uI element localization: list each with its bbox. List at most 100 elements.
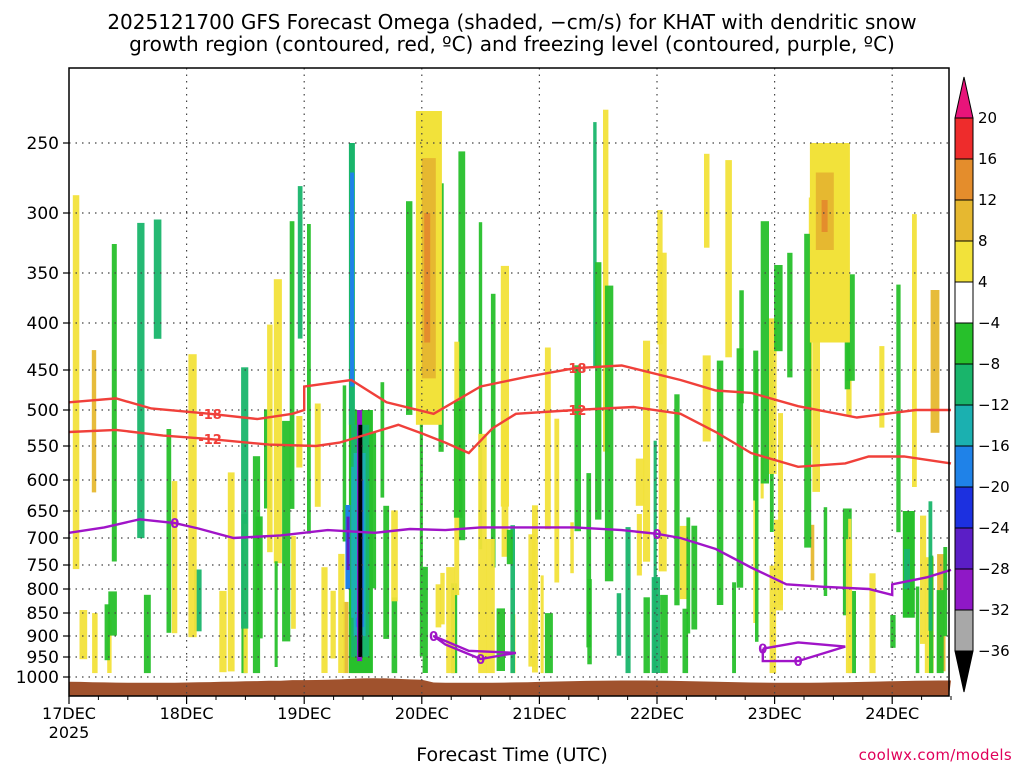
grid-lines xyxy=(69,68,949,696)
colorbar-arrow-bottom xyxy=(954,650,974,693)
colorbar-swatch xyxy=(954,527,974,570)
omega-cell xyxy=(570,522,574,574)
omega-cell xyxy=(778,413,783,605)
omega-cell xyxy=(307,224,311,534)
omega-cell xyxy=(739,290,744,404)
omega-cell xyxy=(371,432,377,589)
omega-cell xyxy=(137,222,145,539)
omega-cell xyxy=(823,507,828,596)
omega-cell xyxy=(812,199,820,492)
y-tick-label: 550 xyxy=(27,437,59,457)
colorbar-swatch xyxy=(954,281,974,324)
omega-cell xyxy=(595,262,602,520)
y-tick-label: 800 xyxy=(27,580,59,600)
colorbar-swatch xyxy=(954,445,974,488)
colorbar-swatch xyxy=(954,322,974,365)
colorbar-arrow-top xyxy=(954,76,974,119)
y-tick-label: 450 xyxy=(27,361,59,381)
x-tick-label: 23DEC xyxy=(748,704,802,723)
omega-cell xyxy=(936,590,944,674)
x-tick-label: 17DEC xyxy=(42,704,96,723)
omega-cell xyxy=(296,416,303,468)
y-tick-label: 900 xyxy=(27,627,59,647)
omega-cell xyxy=(104,604,110,661)
omega-cell xyxy=(544,613,553,674)
omega-cell xyxy=(904,549,910,589)
omega-cell xyxy=(458,151,466,541)
credit-link[interactable]: coolwx.com/models xyxy=(858,746,1012,764)
colorbar-swatch xyxy=(954,404,974,447)
omega-cell xyxy=(351,466,358,618)
omega-cell xyxy=(736,348,744,588)
omega-cell xyxy=(896,284,901,533)
omega-cell xyxy=(674,394,680,606)
contour-zero-pocket-label: 0 xyxy=(758,643,767,658)
omega-cell xyxy=(297,186,303,339)
contour-zero-label: 0 xyxy=(652,528,661,543)
omega-cell xyxy=(810,524,815,581)
omega-cell xyxy=(350,172,355,387)
contour-zero-pocket xyxy=(761,641,846,663)
omega-cell xyxy=(603,109,609,452)
omega-cell xyxy=(171,481,178,634)
x-tick-label: 24DEC xyxy=(865,704,919,723)
y-tick-label: 950 xyxy=(27,648,59,668)
omega-cell xyxy=(804,233,812,548)
terrain-shape xyxy=(69,678,951,696)
omega-cell xyxy=(194,569,202,632)
omega-cell xyxy=(108,591,117,636)
omega-cell xyxy=(540,575,544,674)
omega-cell xyxy=(342,385,347,542)
omega-cell xyxy=(383,505,390,639)
omega-cell xyxy=(380,382,385,498)
y-tick-label: 850 xyxy=(27,604,59,624)
colorbar-swatch xyxy=(954,117,974,160)
omega-cell xyxy=(79,610,88,660)
omega-cell xyxy=(241,367,249,629)
omega-cell xyxy=(510,525,515,674)
omega-cell xyxy=(153,219,162,339)
contour-minus12 xyxy=(68,405,952,469)
omega-cell xyxy=(625,527,631,674)
colorbar-swatch xyxy=(954,486,974,529)
omega-cell xyxy=(143,594,151,674)
omega-cell xyxy=(679,525,688,600)
omega-cell xyxy=(702,355,711,442)
omega-cell xyxy=(920,515,927,644)
omega-cell xyxy=(769,565,777,674)
y-tick-label: 300 xyxy=(27,204,59,224)
omega-cell xyxy=(289,221,295,509)
y-tick-label: 250 xyxy=(27,134,59,154)
contour-zero-pocket-label: 0 xyxy=(476,653,485,668)
omega-cell xyxy=(774,265,783,352)
omega-cell xyxy=(291,535,296,629)
omega-cell xyxy=(846,364,852,416)
omega-cell xyxy=(321,567,328,673)
omega-cell xyxy=(343,601,349,674)
omega-cell xyxy=(657,210,663,345)
colorbar-swatch xyxy=(954,568,974,611)
colorbar-swatch xyxy=(954,363,974,406)
colorbar-label: 8 xyxy=(978,232,988,250)
omega-cell xyxy=(716,360,724,605)
omega-cell xyxy=(391,597,398,674)
omega-cell xyxy=(643,597,650,674)
contour-minus18 xyxy=(68,364,951,421)
omega-cell xyxy=(166,429,172,633)
omega-cell xyxy=(314,403,321,507)
omega-cell xyxy=(848,518,852,674)
omega-cell xyxy=(358,424,363,657)
omega-shading xyxy=(72,109,948,674)
y-tick-label: 750 xyxy=(27,556,59,576)
omega-cell xyxy=(852,591,856,674)
omega-cell xyxy=(111,244,117,562)
omega-cell xyxy=(544,347,551,530)
x-tick-label: 21DEC xyxy=(512,704,566,723)
contour-zero-pocket-label: 0 xyxy=(429,630,438,645)
omega-cell xyxy=(478,433,487,674)
omega-cell xyxy=(346,516,350,570)
omega-cell xyxy=(682,608,689,674)
colorbar-swatch xyxy=(954,609,974,652)
omega-cell xyxy=(760,221,769,484)
colorbar-label: −12 xyxy=(978,396,1010,414)
